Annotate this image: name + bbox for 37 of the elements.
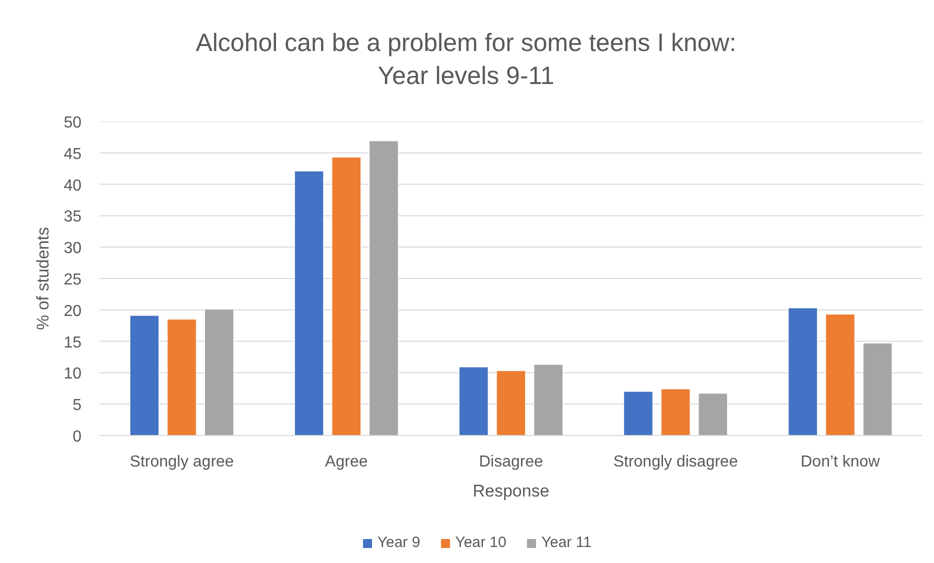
y-tick-label: 10 [64,366,82,383]
bar [534,364,564,436]
bar [862,342,892,436]
legend-label: Year 11 [541,534,592,551]
x-tick-label: Strongly disagree [613,454,738,470]
bar [294,170,324,436]
legend-label: Year 9 [377,534,420,551]
x-tick-label: Don’t know [800,454,880,470]
bar [826,314,855,436]
x-axis-title: Response [472,482,550,500]
y-axis-title: % of students [34,226,53,330]
bar [698,393,728,436]
y-tick-label: 15 [64,334,82,352]
bar [788,308,818,436]
x-tick-label: Disagree [478,454,544,470]
y-tick-label: 45 [64,146,82,163]
x-tick-label: Agree [325,454,368,470]
bar [624,391,653,436]
y-tick-label: 35 [64,208,82,226]
legend-label: Year 10 [455,534,506,551]
bar [369,140,398,436]
y-tick-label: 0 [72,428,82,446]
bar [458,366,488,436]
y-tick-label: 40 [64,177,82,194]
x-tick-label: Strongly agree [130,454,234,470]
bar [660,388,690,436]
y-tick-label: 5 [72,397,82,414]
bar [332,157,362,436]
bar [496,370,526,436]
y-tick-label: 20 [64,302,82,320]
bar [167,319,196,436]
y-tick-label: 50 [64,114,82,132]
y-tick-label: 25 [64,272,82,288]
chart-title: Alcohol can be a problem for some teens I know: Year levels 9-11 [196,28,736,92]
y-tick-label: 30 [64,240,82,258]
bar [130,315,160,436]
bar [204,309,234,436]
